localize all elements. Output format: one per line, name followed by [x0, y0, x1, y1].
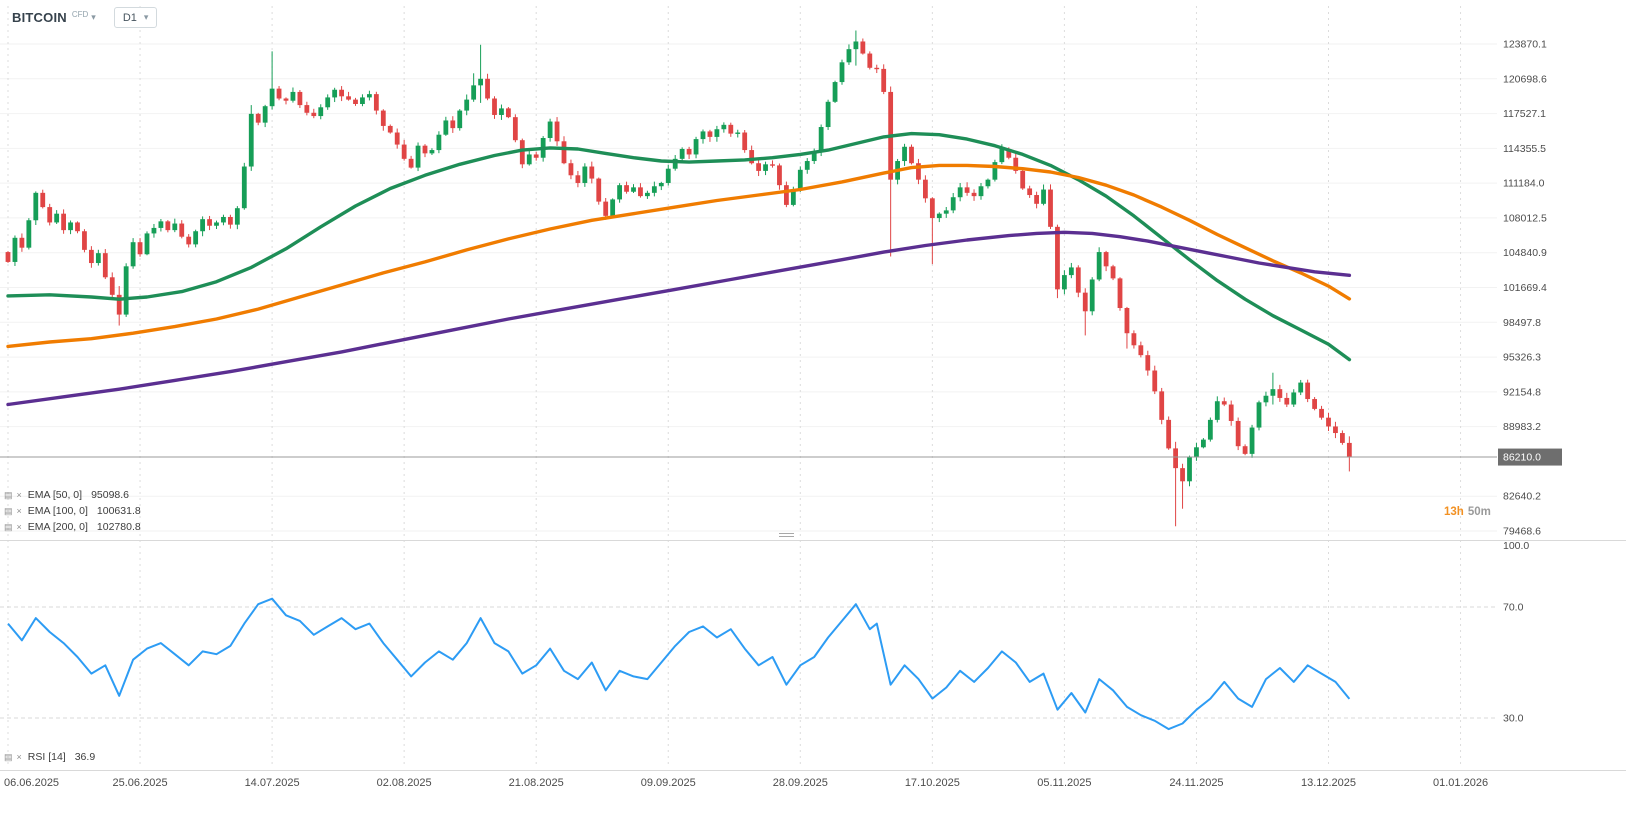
price-tick-label: 98497.8 — [1503, 317, 1541, 329]
date-label: 25.06.2025 — [113, 777, 168, 789]
indicator-value: 95098.6 — [91, 489, 130, 501]
price-tick-label: 79468.6 — [1503, 526, 1541, 538]
date-axis[interactable]: 06.06.2025 25.06.2025 14.07.2025 02.08.2025… — [4, 777, 1488, 789]
ema-line-50 — [6, 131, 1352, 362]
ema-line-200 — [6, 230, 1352, 407]
date-label: 02.08.2025 — [377, 777, 432, 789]
gridlines — [0, 6, 1626, 771]
date-label: 01.01.2026 — [1433, 777, 1488, 789]
indicator-remove-icon[interactable]: × — [16, 521, 22, 532]
indicator-row-ema100: ▤ × EMA [100, 0] 100631.8 — [4, 503, 141, 519]
date-label: 14.07.2025 — [245, 777, 300, 789]
instrument-bar: BITCOIN CFD ▾ D1 ▾ — [12, 7, 158, 28]
instrument-selector[interactable]: BITCOIN CFD ▾ — [12, 10, 96, 25]
price-tick-label: 101669.4 — [1503, 282, 1547, 294]
candle-countdown: 13h 50m — [1444, 506, 1491, 518]
indicator-label: RSI [14] — [27, 751, 66, 763]
indicator-row-rsi: ▤ × RSI [14] 36.9 — [4, 749, 95, 765]
rsi-panel: 100.0 70.0 30.0 — [0, 540, 1529, 731]
timeframe-selector[interactable]: D1 ▾ — [113, 7, 158, 28]
chevron-down-icon: ▾ — [91, 12, 96, 22]
price-tick-label: 92154.8 — [1503, 386, 1541, 398]
current-price-marker: 86210.0 — [0, 448, 1562, 466]
indicator-value: 36.9 — [74, 751, 96, 763]
indicator-label: EMA [200, 0] — [27, 521, 88, 533]
timeframe-value: D1 — [122, 11, 137, 24]
date-label: 28.09.2025 — [773, 777, 828, 789]
current-price-value: 86210.0 — [1503, 452, 1541, 464]
current-price-badge — [1498, 448, 1562, 466]
price-tick-label: 123870.1 — [1503, 39, 1547, 51]
price-axis[interactable]: 123870.1 120698.6 117527.1 114355.5 111184.0… — [1503, 39, 1547, 538]
price-tick-label: 104840.9 — [1503, 247, 1547, 259]
ema-lines — [6, 131, 1352, 407]
rsi-legend: ▤ × RSI [14] 36.9 — [4, 749, 95, 765]
indicator-settings-icon[interactable]: ▤ — [4, 489, 13, 500]
date-label: 06.06.2025 — [4, 777, 59, 789]
countdown-hours: 13h — [1444, 506, 1464, 518]
panel-resize-handle[interactable] — [779, 533, 794, 538]
indicator-row-ema50: ▤ × EMA [50, 0] 95098.6 — [4, 487, 141, 503]
price-tick-label: 117527.1 — [1503, 108, 1546, 120]
price-tick-label: 95326.3 — [1503, 352, 1541, 364]
date-label: 24.11.2025 — [1169, 777, 1223, 789]
countdown-minutes: 50m — [1467, 506, 1491, 518]
rsi-tick-label: 30.0 — [1503, 713, 1524, 725]
indicator-label: EMA [50, 0] — [27, 489, 83, 501]
price-tick-label: 111184.0 — [1503, 178, 1545, 190]
indicator-settings-icon[interactable]: ▤ — [4, 751, 13, 762]
indicator-remove-icon[interactable]: × — [16, 505, 22, 516]
indicator-settings-icon[interactable]: ▤ — [4, 521, 13, 532]
date-label: 21.08.2025 — [509, 777, 564, 789]
indicator-value: 100631.8 — [96, 505, 141, 517]
rsi-tick-label: 100.0 — [1503, 540, 1529, 552]
ema-line-100 — [6, 163, 1352, 349]
price-tick-label: 88983.2 — [1503, 421, 1541, 433]
instrument-type-label: CFD — [71, 10, 89, 19]
instrument-name: BITCOIN — [12, 10, 67, 25]
price-tick-label: 108012.5 — [1503, 212, 1547, 224]
date-label: 17.10.2025 — [905, 777, 960, 789]
indicator-remove-icon[interactable]: × — [16, 751, 22, 762]
price-tick-label: 82640.2 — [1503, 491, 1541, 503]
date-label: 09.09.2025 — [641, 777, 696, 789]
chevron-down-icon: ▾ — [143, 12, 149, 22]
date-label: 13.12.2025 — [1301, 777, 1356, 789]
indicator-remove-icon[interactable]: × — [16, 489, 22, 500]
indicator-label: EMA [100, 0] — [27, 505, 88, 517]
rsi-line — [7, 597, 1351, 731]
indicator-settings-icon[interactable]: ▤ — [4, 505, 13, 516]
price-tick-label: 114355.5 — [1503, 143, 1546, 155]
candles — [5, 30, 1352, 527]
indicator-legend: ▤ × EMA [50, 0] 95098.6 ▤ × EMA [100, 0]… — [4, 487, 141, 535]
date-label: 05.11.2025 — [1037, 777, 1091, 789]
indicator-value: 102780.8 — [96, 521, 141, 533]
indicator-row-ema200: ▤ × EMA [200, 0] 102780.8 — [4, 519, 141, 535]
rsi-tick-label: 70.0 — [1503, 602, 1524, 614]
price-tick-label: 120698.6 — [1503, 73, 1547, 85]
